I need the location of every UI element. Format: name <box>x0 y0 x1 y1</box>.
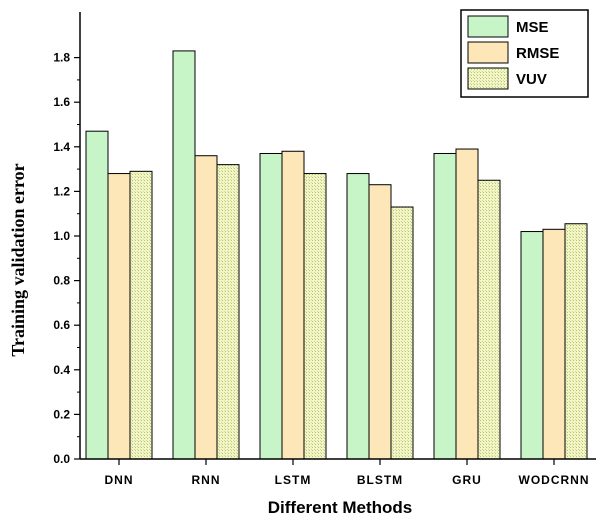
y-tick-label: 1.6 <box>53 95 70 109</box>
bar-rmse-blstm <box>368 184 392 460</box>
x-tick-label-rnn: RNN <box>192 473 221 487</box>
bar-rmse-dnn <box>107 173 131 460</box>
y-tick-label: 0.8 <box>53 274 70 288</box>
bar-rmse-lstm <box>281 150 305 460</box>
legend-swatch-rmse <box>467 41 509 64</box>
bar-vuv-lstm <box>303 173 327 460</box>
bar-mse-dnn <box>85 130 109 460</box>
y-tick-label: 1.0 <box>53 229 70 243</box>
bar-mse-gru <box>433 152 457 460</box>
y-axis-title: Training validation error <box>8 163 28 356</box>
y-tick-label: 0.2 <box>53 407 70 421</box>
bar-mse-wodcrnn <box>520 231 544 460</box>
legend-label-mse: MSE <box>516 19 549 36</box>
bar-mse-blstm <box>346 173 370 460</box>
legend-swatch-mse <box>467 15 509 38</box>
y-tick-label: 0.0 <box>53 452 70 466</box>
bar-vuv-dnn <box>129 170 153 460</box>
y-tick-label: 0.6 <box>53 318 70 332</box>
legend: MSE RMSE VUV <box>460 9 589 98</box>
x-tick-label-wodcrnn: WODCRNN <box>519 473 590 487</box>
bar-vuv-blstm <box>390 206 414 460</box>
bar-mse-rnn <box>172 50 196 460</box>
y-tick-label: 1.8 <box>53 51 70 65</box>
legend-label-vuv: VUV <box>516 71 547 88</box>
bars-group <box>85 50 588 460</box>
bar-vuv-gru <box>477 179 501 460</box>
y-tick-label: 1.2 <box>53 184 70 198</box>
legend-label-rmse: RMSE <box>516 45 559 62</box>
legend-swatch-vuv <box>467 67 509 90</box>
bar-rmse-rnn <box>194 155 218 460</box>
x-tick-label-blstm: BLSTM <box>357 473 403 487</box>
y-tick-label: 0.4 <box>53 363 70 377</box>
x-ticks-group: DNN RNN LSTM BLSTM GRU WODCRNN <box>105 459 590 487</box>
bar-vuv-wodcrnn <box>564 223 588 460</box>
bar-vuv-rnn <box>216 164 240 460</box>
y-ticks-group: 0.0 0.2 0.4 0.6 0.8 1.0 1.2 1.4 1.6 1.8 <box>53 51 80 466</box>
bar-mse-lstm <box>259 152 283 460</box>
x-tick-label-lstm: LSTM <box>275 473 312 487</box>
bar-rmse-gru <box>455 148 479 460</box>
x-tick-label-dnn: DNN <box>105 473 134 487</box>
bar-rmse-wodcrnn <box>542 228 566 460</box>
x-tick-label-gru: GRU <box>452 473 482 487</box>
x-axis-title: Different Methods <box>268 498 413 517</box>
y-tick-label: 1.4 <box>53 140 70 154</box>
